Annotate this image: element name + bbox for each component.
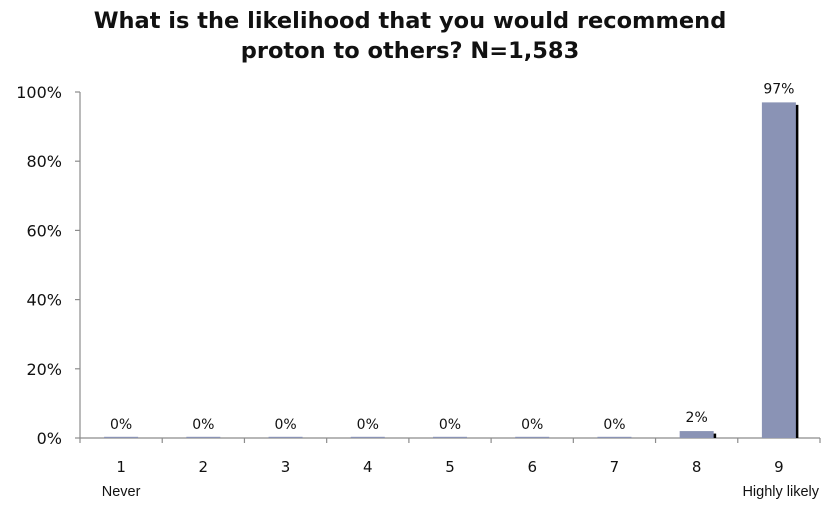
x-tick-label: 7 (610, 458, 620, 476)
y-tick-label: 100% (16, 83, 62, 102)
bar-value-label: 0% (439, 417, 461, 433)
y-tick-label: 40% (26, 291, 62, 310)
y-tick-label: 20% (26, 360, 62, 379)
y-tick-label: 80% (26, 152, 62, 171)
x-tick-label: 1 (116, 458, 126, 476)
bar-value-label: 0% (357, 417, 379, 433)
x-tick-label: 4 (363, 458, 373, 476)
bar (433, 436, 467, 438)
bar-value-label: 0% (603, 417, 625, 433)
bar-value-label: 0% (110, 417, 132, 433)
x-tick-label: 8 (692, 458, 702, 476)
x-tick-label: 5 (445, 458, 455, 476)
y-tick-label: 0% (37, 429, 62, 448)
bar (186, 436, 221, 438)
bar-value-label: 2% (686, 410, 708, 426)
bar (597, 436, 632, 438)
bar-value-label: 0% (274, 417, 296, 433)
chart-title-line-2: proton to others? N=1,583 (240, 38, 580, 64)
bar (268, 436, 303, 438)
x-end-label-never: Never (102, 484, 141, 500)
x-end-label-highly-likely: Highly likely (742, 484, 819, 500)
bar-value-label: 0% (521, 417, 543, 433)
x-tick-label: 2 (199, 458, 209, 476)
labels: 0%20%40%60%80%100%0%10%20%30%40%50%60%72… (16, 81, 819, 500)
bar-value-label: 0% (192, 417, 214, 433)
bar (350, 436, 385, 438)
bar (679, 431, 714, 438)
chart-title: What is the likelihood that you would re… (60, 6, 760, 66)
x-tick-label: 6 (527, 458, 537, 476)
bar-value-label: 97% (763, 81, 794, 97)
bar (515, 436, 550, 438)
x-tick-label: 9 (774, 458, 784, 476)
x-tick-label: 3 (281, 458, 291, 476)
bar (104, 436, 139, 438)
y-tick-label: 60% (26, 221, 62, 240)
chart-title-line-1: What is the likelihood that you would re… (93, 8, 727, 34)
bars (104, 102, 799, 438)
axes (75, 91, 821, 443)
bar (761, 102, 796, 438)
